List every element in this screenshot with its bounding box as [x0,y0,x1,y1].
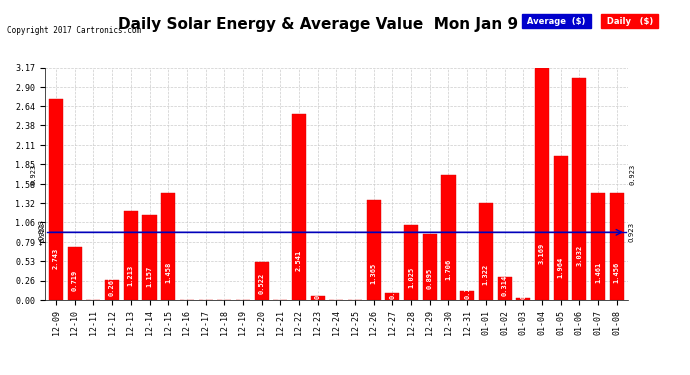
Text: 0.923: 0.923 [30,164,36,185]
Text: 0.127: 0.127 [464,278,470,299]
Text: 1.322: 1.322 [483,264,489,285]
Bar [367,200,381,300]
Text: 1.157: 1.157 [146,265,152,286]
Text: 2.743: 2.743 [53,248,59,269]
Text: 0.267: 0.267 [109,275,115,296]
Text: 0.048: 0.048 [315,278,321,299]
Bar [404,225,418,300]
Bar [442,175,455,300]
Text: ←0.923: ←0.923 [39,219,45,245]
Bar [161,193,175,300]
Bar [105,280,119,300]
Text: 0.719: 0.719 [72,270,78,291]
Text: Average  ($): Average ($) [524,17,589,26]
Text: 1.458: 1.458 [165,262,171,283]
Text: 1.213: 1.213 [128,265,134,286]
Text: 0.000: 0.000 [277,278,284,299]
Text: 1.365: 1.365 [371,263,377,284]
Text: 0.033: 0.033 [520,278,526,299]
Bar [460,291,474,300]
Bar [479,203,493,300]
Bar [497,277,511,300]
Bar [516,298,530,300]
Text: 0.000: 0.000 [240,278,246,299]
Bar [572,78,586,300]
Text: 1.706: 1.706 [446,259,451,280]
Bar [386,292,400,300]
Bar [610,193,624,300]
Text: Copyright 2017 Cartronics.com: Copyright 2017 Cartronics.com [7,26,141,35]
Bar [255,262,268,300]
Bar [310,297,325,300]
Bar [68,247,81,300]
Text: 0.102: 0.102 [389,278,395,299]
Text: 0.000: 0.000 [184,278,190,299]
Text: 1.964: 1.964 [558,256,564,278]
Text: 0.000: 0.000 [333,278,339,299]
Text: 0.923: 0.923 [629,164,635,185]
Bar [124,211,138,300]
Bar [535,68,549,300]
Bar [423,234,437,300]
Text: 0.000: 0.000 [352,278,358,299]
Text: 0.000: 0.000 [221,278,227,299]
Text: Daily   ($): Daily ($) [604,17,656,26]
Text: 0.000: 0.000 [90,278,97,299]
Bar [49,99,63,300]
Text: 1.456: 1.456 [613,262,620,283]
Text: 0.000: 0.000 [203,278,208,299]
Text: 1.025: 1.025 [408,267,414,288]
Text: 2.541: 2.541 [296,250,302,271]
Text: Daily Solar Energy & Average Value  Mon Jan 9 16:24: Daily Solar Energy & Average Value Mon J… [118,17,572,32]
Bar [292,114,306,300]
Text: 0.923: 0.923 [629,222,635,242]
Bar [553,156,568,300]
Bar [591,193,605,300]
Text: 0.314: 0.314 [502,274,508,296]
Text: 3.032: 3.032 [576,244,582,266]
Text: 0.923: 0.923 [39,222,45,242]
Bar [143,215,157,300]
Text: 1.461: 1.461 [595,262,601,283]
Text: 0.895: 0.895 [427,268,433,290]
Text: 3.169: 3.169 [539,243,545,264]
Text: 0.522: 0.522 [259,272,265,294]
